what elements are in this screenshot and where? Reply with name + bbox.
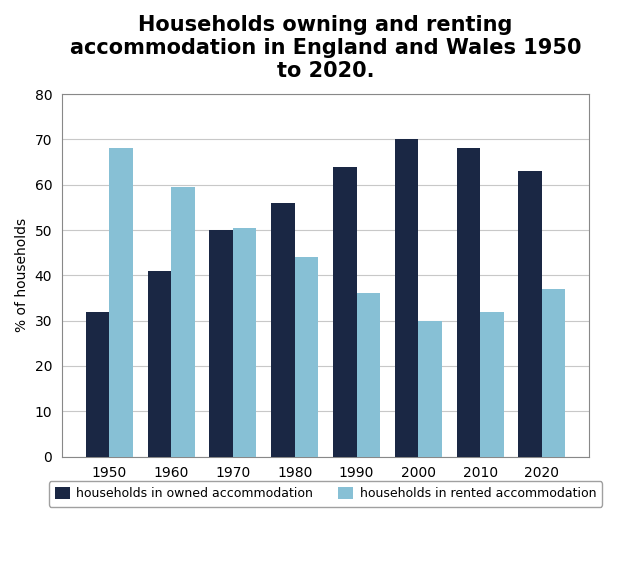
Bar: [333, 166, 356, 456]
Bar: [295, 257, 318, 456]
Bar: [518, 171, 542, 456]
Y-axis label: % of households: % of households: [15, 218, 29, 332]
Bar: [271, 203, 295, 456]
Bar: [210, 230, 233, 456]
Bar: [542, 289, 565, 456]
Bar: [395, 139, 418, 456]
Legend: households in owned accommodation, households in rented accommodation: households in owned accommodation, house…: [49, 481, 603, 506]
Title: Households owning and renting
accommodation in England and Wales 1950
to 2020.: Households owning and renting accommodat…: [70, 15, 582, 82]
Bar: [148, 271, 171, 456]
Bar: [480, 312, 504, 456]
Bar: [233, 228, 257, 456]
Bar: [171, 187, 195, 456]
Bar: [418, 321, 442, 456]
Bar: [86, 312, 109, 456]
Bar: [356, 293, 380, 456]
Bar: [457, 149, 480, 456]
Bar: [109, 149, 133, 456]
